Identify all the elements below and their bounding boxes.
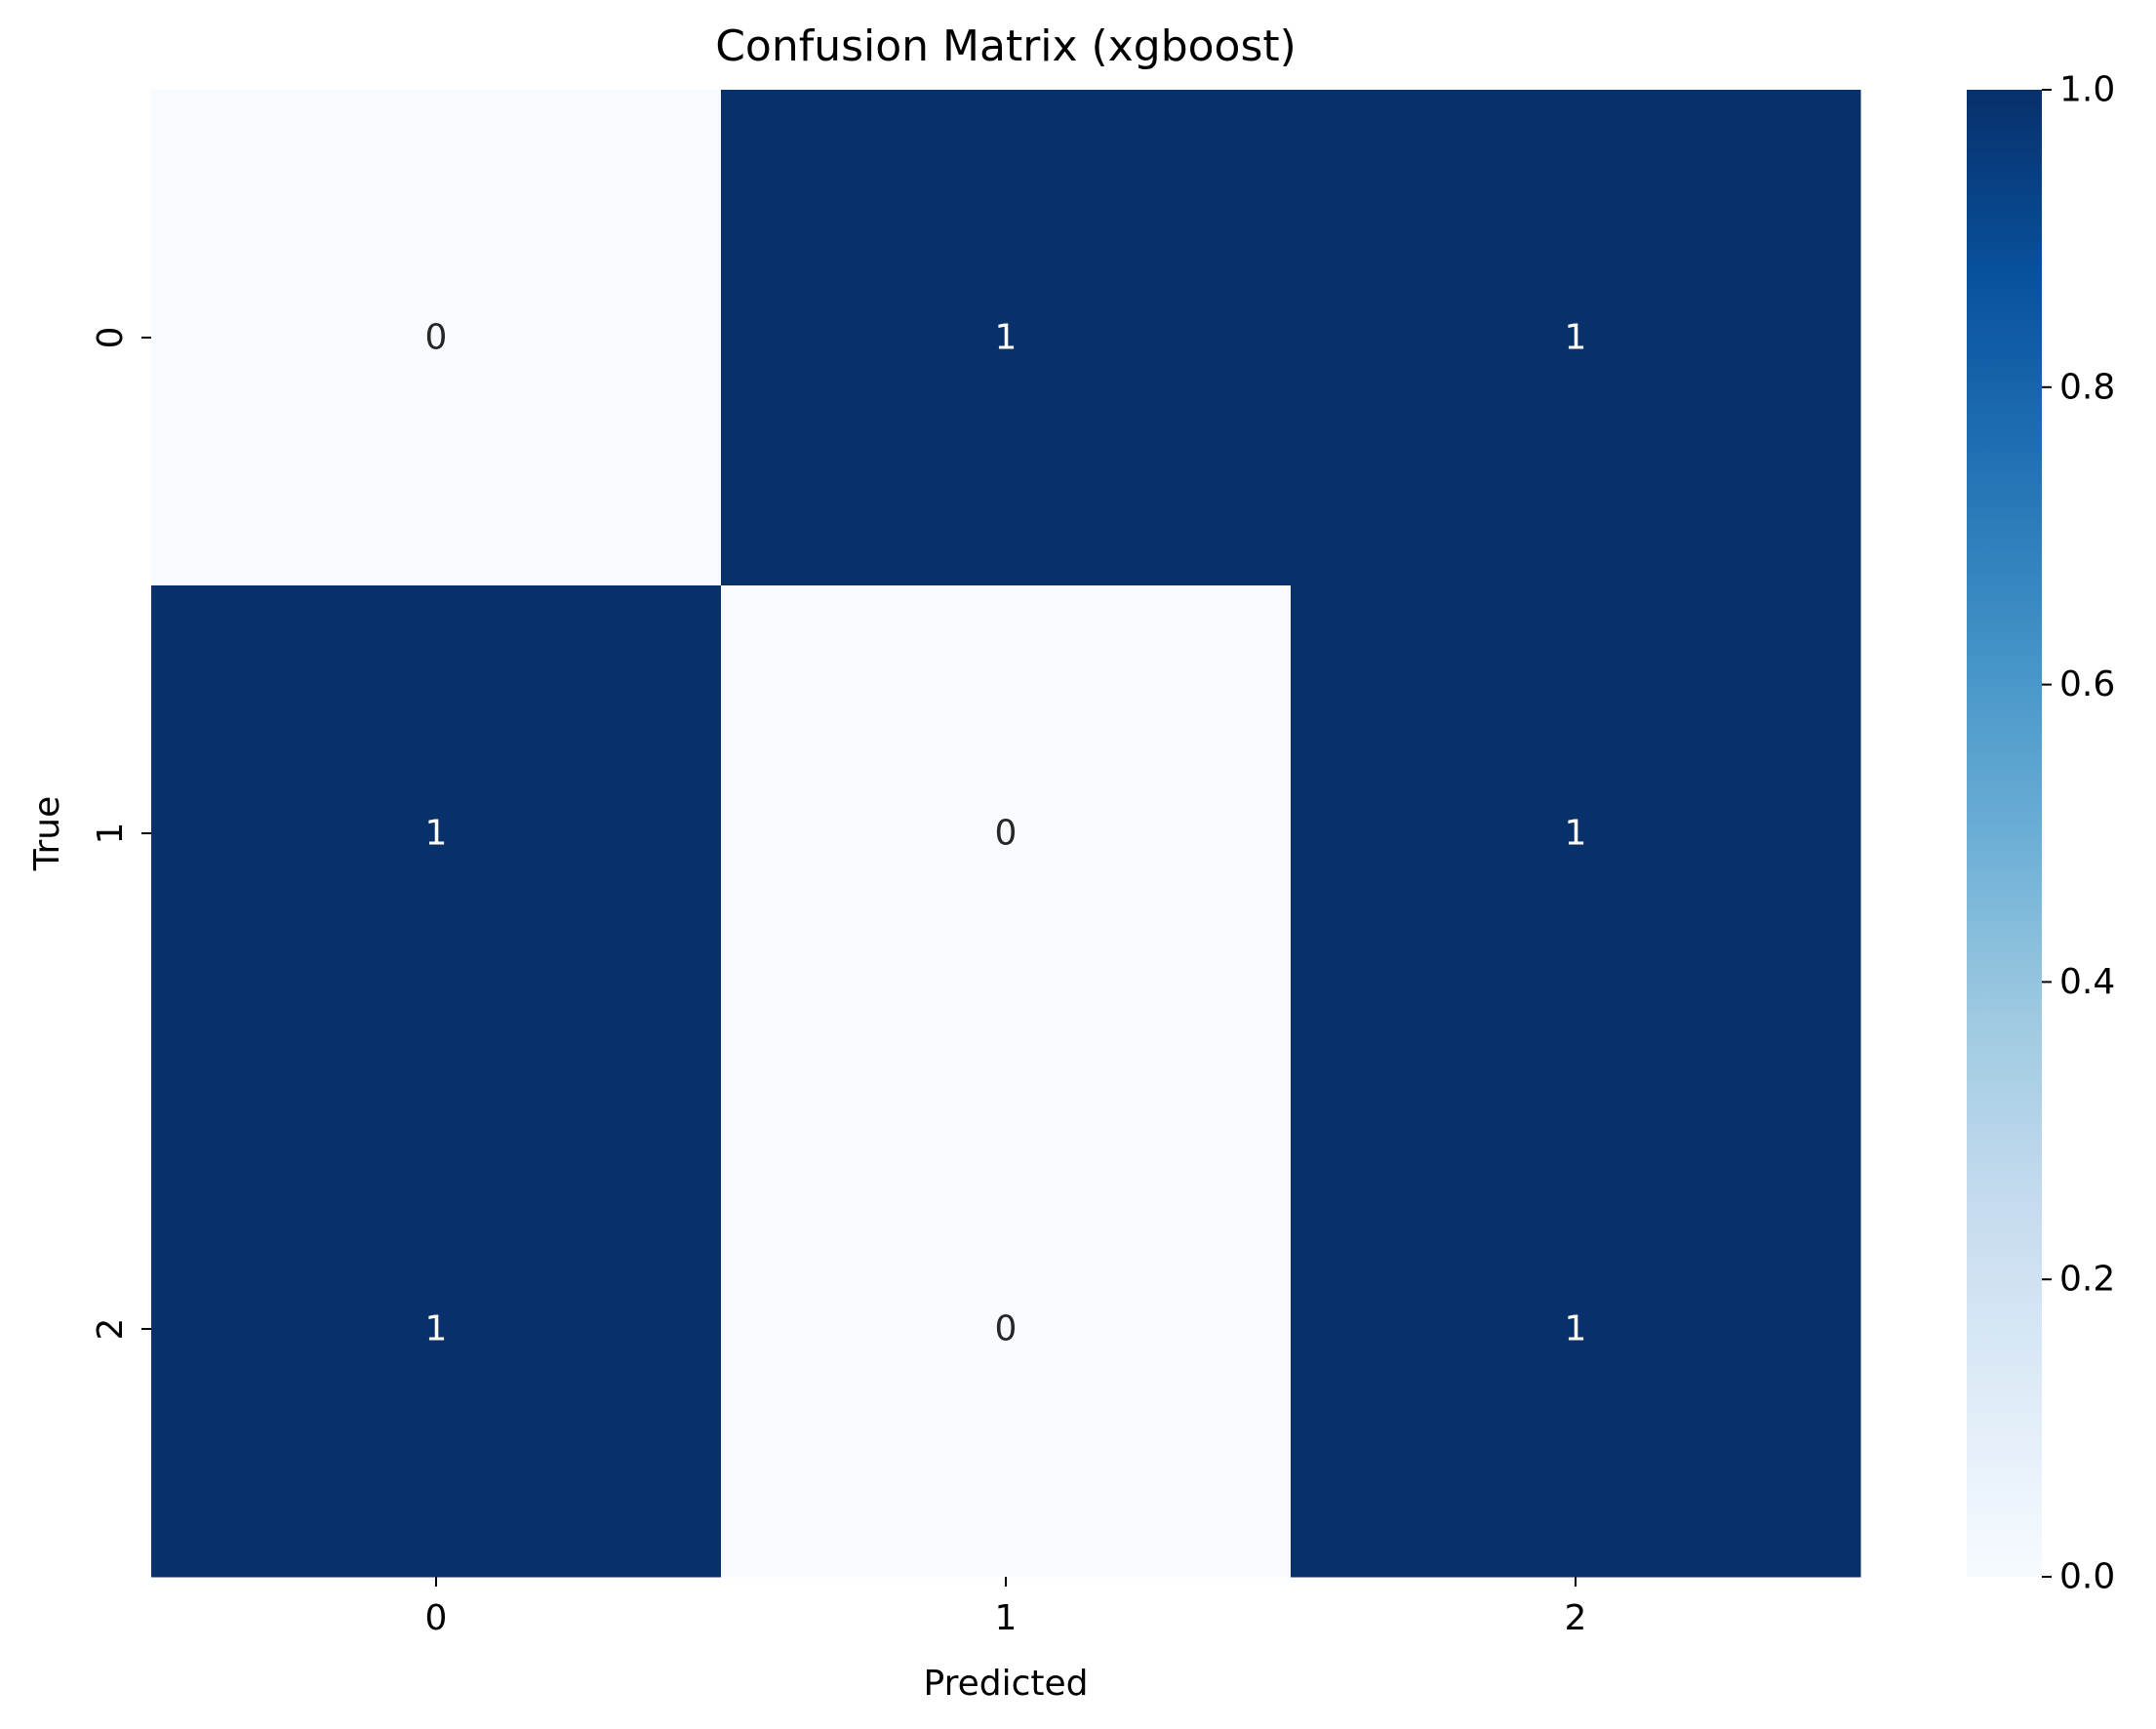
cell-annotation: 1 — [1565, 318, 1587, 358]
cell-annotation: 1 — [425, 814, 448, 854]
y-tick-label: 1 — [91, 823, 131, 845]
colorbar-tick-label: 0.6 — [2059, 664, 2115, 704]
heatmap-cell — [151, 1081, 722, 1578]
colorbar-tick-label: 0.8 — [2059, 367, 2115, 407]
y-tick-label: 2 — [91, 1318, 131, 1341]
cell-annotation: 1 — [1565, 814, 1587, 854]
colorbar — [1967, 90, 2042, 1577]
colorbar-tick-label: 0.4 — [2059, 962, 2115, 1002]
y-tick-label: 0 — [91, 327, 131, 349]
cell-annotation: 0 — [995, 1309, 1018, 1349]
cell-annotation: 0 — [425, 318, 448, 358]
heatmap-cell — [721, 90, 1292, 586]
heatmap-cells — [151, 90, 1861, 1578]
cell-annotation: 1 — [425, 1309, 448, 1349]
x-tick-label: 2 — [1565, 1598, 1587, 1638]
heatmap-cell — [721, 1081, 1292, 1578]
x-tick-label: 1 — [995, 1598, 1018, 1638]
cell-annotation: 0 — [995, 814, 1018, 854]
heatmap-cell — [1291, 1081, 1861, 1578]
y-axis-label: True — [27, 796, 67, 871]
x-tick-label: 0 — [425, 1598, 448, 1638]
cell-annotations: 0 1 1 1 0 1 1 0 1 — [425, 318, 1587, 1349]
colorbar-ticks: 0.0 0.2 0.4 0.6 0.8 1.0 — [2042, 70, 2115, 1597]
colorbar-tick-label: 0.0 — [2059, 1557, 2115, 1597]
heatmap-cell — [721, 585, 1292, 1082]
y-axis-ticks: 0 1 2 — [91, 327, 151, 1341]
heatmap-cell — [1291, 90, 1861, 586]
colorbar-tick-label: 1.0 — [2059, 70, 2115, 110]
heatmap-cell — [151, 585, 722, 1082]
heatmap-cell — [151, 90, 722, 586]
chart-title: Confusion Matrix (xgboost) — [715, 21, 1297, 71]
x-axis-label: Predicted — [924, 1664, 1089, 1704]
x-axis-ticks: 0 1 2 — [425, 1577, 1587, 1638]
colorbar-tick-label: 0.2 — [2059, 1260, 2115, 1300]
cell-annotation: 1 — [995, 318, 1018, 358]
heatmap-cell — [1291, 585, 1861, 1082]
cell-annotation: 1 — [1565, 1309, 1587, 1349]
